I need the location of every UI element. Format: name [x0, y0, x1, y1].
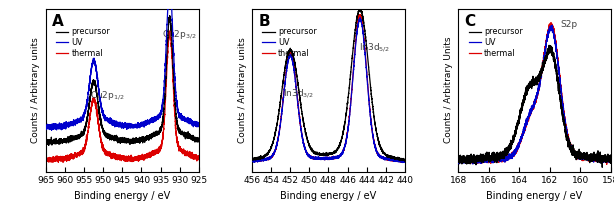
- Y-axis label: Counts / Arbitrary units: Counts / Arbitrary units: [238, 37, 247, 143]
- Text: Cu2p$_{3/2}$: Cu2p$_{3/2}$: [163, 28, 197, 41]
- Text: In3d$_{3/2}$: In3d$_{3/2}$: [282, 87, 314, 100]
- Y-axis label: Counts / Arbitrary units: Counts / Arbitrary units: [31, 37, 41, 143]
- Text: A: A: [52, 14, 64, 29]
- Legend: precursor, UV, thermal: precursor, UV, thermal: [465, 24, 526, 61]
- X-axis label: Binding energy / eV: Binding energy / eV: [486, 191, 583, 201]
- Text: Cu2p$_{1/2}$: Cu2p$_{1/2}$: [90, 89, 125, 102]
- Text: S2p: S2p: [561, 20, 578, 29]
- Legend: precursor, UV, thermal: precursor, UV, thermal: [259, 24, 320, 61]
- Y-axis label: Counts / Arbitrary Units: Counts / Arbitrary Units: [444, 37, 453, 143]
- Legend: precursor, UV, thermal: precursor, UV, thermal: [53, 24, 114, 61]
- Text: In3d$_{5/2}$: In3d$_{5/2}$: [359, 42, 390, 55]
- X-axis label: Binding energy / eV: Binding energy / eV: [74, 191, 171, 201]
- X-axis label: Binding energy / eV: Binding energy / eV: [281, 191, 376, 201]
- Text: B: B: [258, 14, 270, 29]
- Text: C: C: [464, 14, 475, 29]
